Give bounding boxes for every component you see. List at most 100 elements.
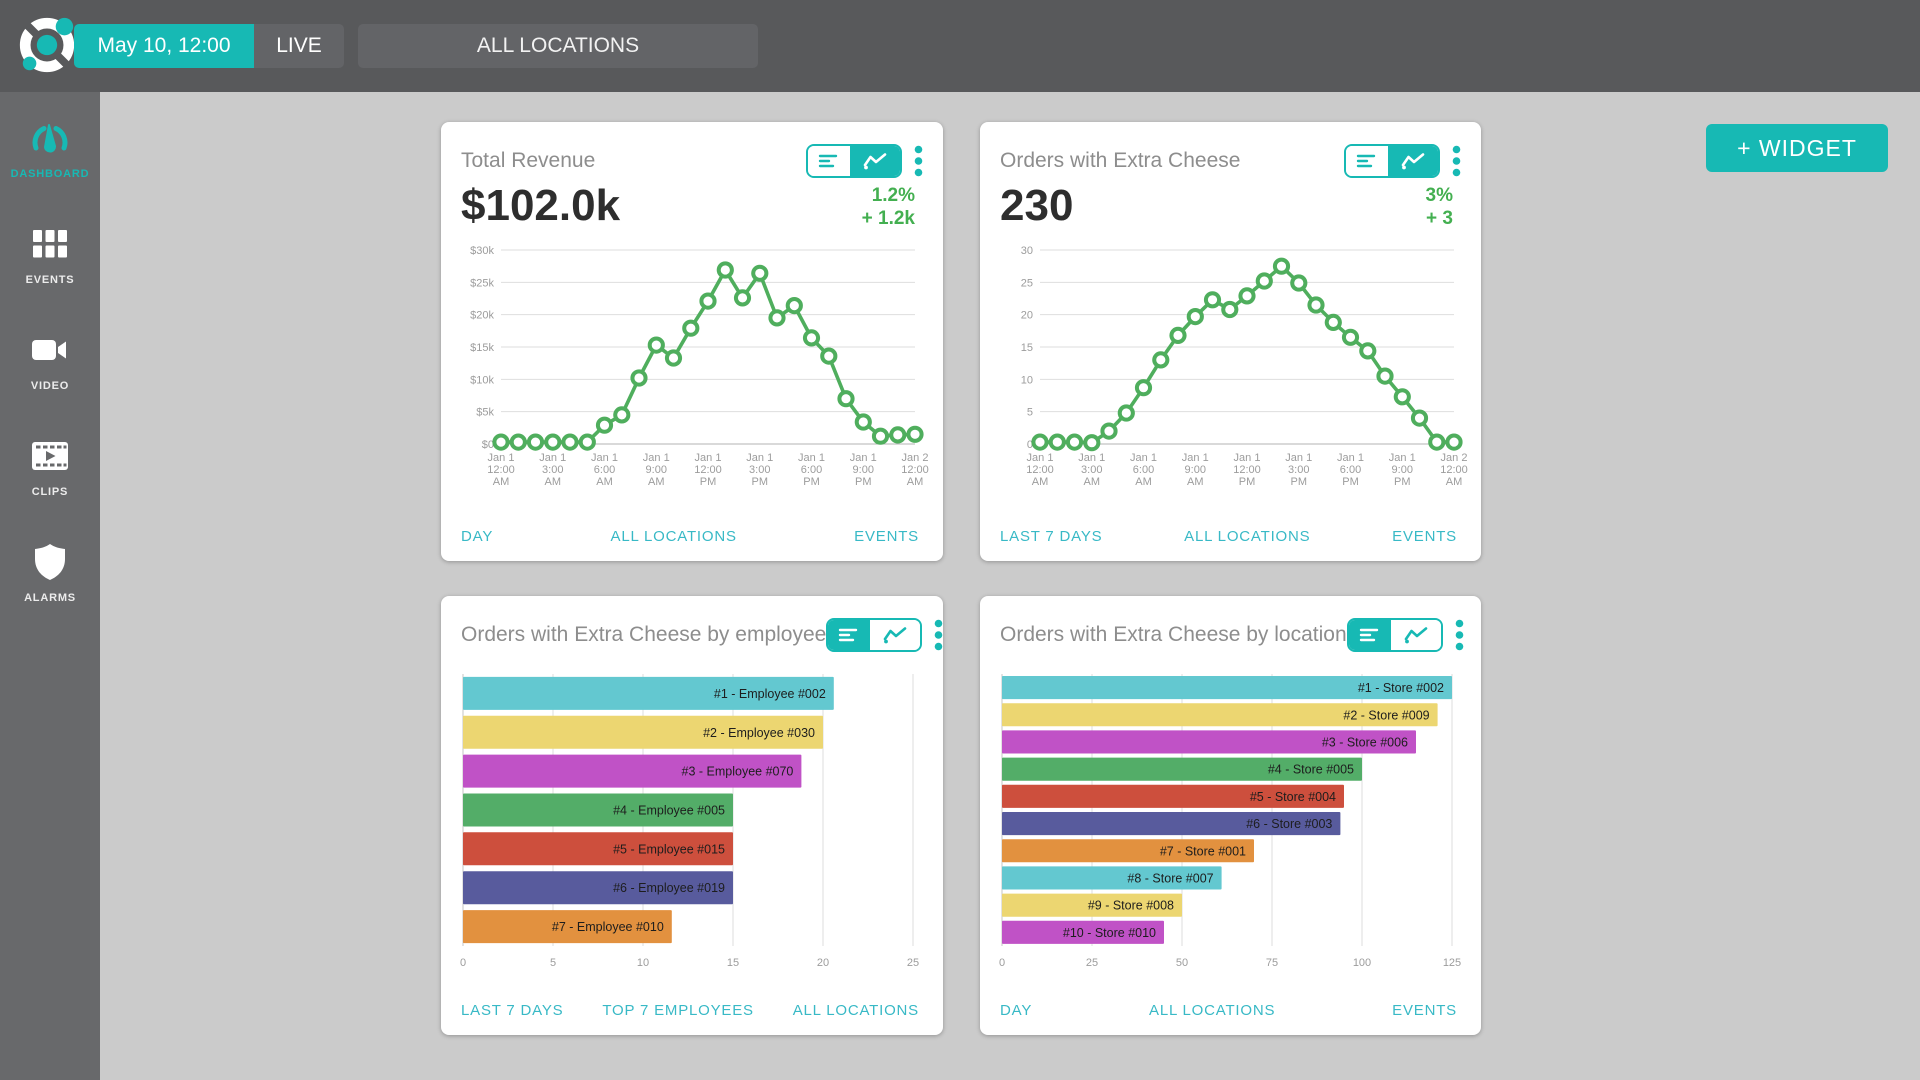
svg-text:$30k: $30k xyxy=(470,245,494,257)
date-picker-button[interactable]: May 10, 12:00 xyxy=(74,24,254,68)
data-point xyxy=(664,349,683,367)
svg-text:15: 15 xyxy=(727,957,739,969)
data-point xyxy=(1272,257,1291,275)
data-point xyxy=(1186,308,1204,326)
all-locations-button[interactable]: ALL LOCATIONS xyxy=(358,24,758,68)
widget-menu-button[interactable] xyxy=(1452,145,1461,177)
svg-text:#8 - Store #007: #8 - Store #007 xyxy=(1127,872,1213,886)
svg-text:$15k: $15k xyxy=(470,342,494,354)
footer-link-events[interactable]: EVENTS xyxy=(854,528,919,545)
list-view-icon[interactable] xyxy=(828,620,871,650)
footer-link-events[interactable]: EVENTS xyxy=(1392,528,1457,545)
data-point xyxy=(1376,367,1394,385)
sidebar-item-events[interactable]: EVENTS xyxy=(0,224,100,286)
bar-chart: 0 25 50 75 100 125 #1 - Store #002 #2 - Store #… xyxy=(999,674,1461,977)
data-point xyxy=(630,369,648,387)
data-point xyxy=(1134,379,1153,397)
chart-view-icon[interactable] xyxy=(1388,146,1438,176)
data-point xyxy=(561,433,579,451)
list-view-icon[interactable] xyxy=(1348,620,1391,650)
bar xyxy=(1002,839,1254,863)
data-point xyxy=(578,433,596,451)
bar xyxy=(463,754,802,788)
line-chart: $30k $25k $20k $15k $10k $5k $0 Jan 1 12:00 AM Jan… xyxy=(461,244,929,505)
widget-delta: + 1.2k xyxy=(861,208,915,229)
view-toggle[interactable] xyxy=(806,144,902,178)
sidebar-item-clips[interactable]: CLIPS xyxy=(0,436,100,498)
svg-text:50: 50 xyxy=(1176,957,1188,969)
gauge-icon xyxy=(30,118,70,158)
widget-value: $102.0k xyxy=(461,181,621,230)
svg-text:#5 - Store #004: #5 - Store #004 xyxy=(1250,790,1336,804)
sidebar-item-label: CLIPS xyxy=(31,486,69,498)
footer-link-range[interactable]: LAST 7 DAYS xyxy=(461,1002,564,1019)
svg-text:#10 - Store #010: #10 - Store #010 xyxy=(1063,926,1156,940)
sidebar-item-alarms[interactable]: ALARMS xyxy=(0,542,100,604)
svg-text:0: 0 xyxy=(460,957,466,969)
live-button[interactable]: LIVE xyxy=(254,24,344,68)
footer-link-range[interactable]: DAY xyxy=(1000,1002,1033,1019)
bar xyxy=(463,832,733,866)
data-point xyxy=(785,297,803,315)
data-point xyxy=(751,264,769,282)
footer-link-top[interactable]: TOP 7 EMPLOYEES xyxy=(602,1002,754,1019)
data-point xyxy=(733,289,752,307)
footer-link-locations[interactable]: ALL LOCATIONS xyxy=(792,1002,919,1019)
widget-percent: 3% xyxy=(1425,185,1453,206)
bar xyxy=(463,715,823,749)
data-point xyxy=(544,433,562,451)
footer-link-locations[interactable]: ALL LOCATIONS xyxy=(1184,528,1311,545)
data-point xyxy=(509,433,527,451)
footer-link-locations[interactable]: ALL LOCATIONS xyxy=(1149,1002,1276,1019)
widget-menu-button[interactable] xyxy=(914,145,923,177)
data-point xyxy=(613,406,631,424)
add-widget-button[interactable]: + WIDGET xyxy=(1706,124,1888,172)
widget-menu-button[interactable] xyxy=(934,619,943,651)
svg-text:#2 - Store #009: #2 - Store #009 xyxy=(1343,708,1429,722)
widget-card-total-revenue: Total Revenue $102.0k 1.2% + 1.2k $30k $2… xyxy=(441,122,943,561)
data-point xyxy=(1083,434,1101,452)
widget-menu-button[interactable] xyxy=(1455,619,1464,651)
svg-text:#7 - Store #001: #7 - Store #001 xyxy=(1160,844,1246,858)
widget-card-orders-extra-cheese: Orders with Extra Cheese 230 3% + 3 30 25… xyxy=(980,122,1481,561)
bar xyxy=(463,793,733,827)
svg-text:#6 - Employee #019: #6 - Employee #019 xyxy=(613,881,725,895)
chart-view-icon[interactable] xyxy=(850,146,900,176)
svg-text:#4 - Employee #005: #4 - Employee #005 xyxy=(613,804,725,818)
footer-link-range[interactable]: DAY xyxy=(461,528,494,545)
svg-text:25: 25 xyxy=(1086,957,1098,969)
widget-value: 230 xyxy=(1000,181,1074,230)
sidebar-item-video[interactable]: VIDEO xyxy=(0,330,100,392)
footer-link-range[interactable]: LAST 7 DAYS xyxy=(1000,528,1103,545)
data-point xyxy=(768,309,786,327)
view-toggle[interactable] xyxy=(1344,144,1440,178)
svg-text:$10k: $10k xyxy=(470,374,494,386)
list-view-icon[interactable] xyxy=(808,146,850,176)
view-toggle[interactable] xyxy=(1346,618,1443,652)
data-point xyxy=(699,292,717,310)
svg-text:$5k: $5k xyxy=(476,407,494,419)
footer-link-events[interactable]: EVENTS xyxy=(1392,1002,1457,1019)
chart-view-icon[interactable] xyxy=(870,620,921,650)
data-point xyxy=(1255,272,1273,290)
sidebar-item-dashboard[interactable]: DASHBOARD xyxy=(0,118,100,180)
app-logo-icon[interactable] xyxy=(16,14,78,76)
svg-text:#1 - Store #002: #1 - Store #002 xyxy=(1358,681,1444,695)
view-toggle[interactable] xyxy=(826,618,923,652)
bar xyxy=(1002,866,1222,890)
chart-view-icon[interactable] xyxy=(1390,620,1441,650)
list-view-icon[interactable] xyxy=(1346,146,1388,176)
data-point xyxy=(1203,291,1222,309)
sidebar-item-label: ALARMS xyxy=(24,592,76,604)
footer-link-locations[interactable]: ALL LOCATIONS xyxy=(610,528,737,545)
data-point xyxy=(1238,287,1256,305)
data-point xyxy=(871,427,890,445)
bar xyxy=(1002,730,1416,754)
